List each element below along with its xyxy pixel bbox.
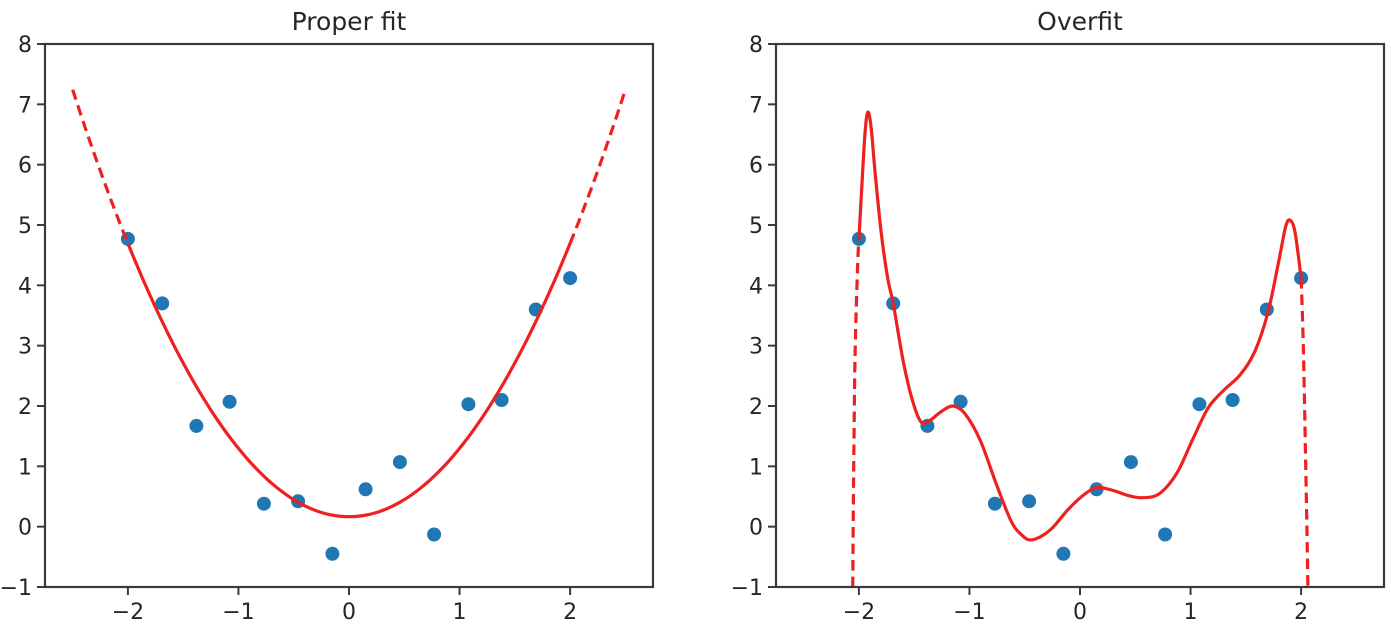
y-tick-label: 0: [749, 516, 763, 541]
y-tick-label: 6: [749, 154, 763, 179]
data-point: [1089, 482, 1104, 497]
y-tick-label: 4: [18, 274, 32, 299]
x-tick-label: 2: [1294, 600, 1308, 625]
data-point: [851, 231, 866, 246]
x-tick-label: 1: [453, 600, 467, 625]
x-tick-label: 2: [563, 600, 577, 625]
y-tick-label: 2: [749, 395, 763, 420]
fit-curve-group: [851, 110, 1310, 587]
y-tick-label: 1: [18, 455, 32, 480]
data-point: [256, 496, 271, 511]
x-tick-label: −1: [222, 600, 254, 625]
y-tick-label: 3: [18, 335, 32, 360]
fit-curve-dashed: [568, 88, 627, 244]
overfit-plot: Overfit −2 −1 0 1 2 −1 0 1 2 3 4 5 6 7 8: [731, 7, 1386, 625]
data-point: [987, 496, 1002, 511]
proper-fit-plot: Proper fit −2 −1 0 1 2 −1 0 1 2 3 4 5 6 7 8: [0, 7, 655, 625]
y-tick-label: −1: [0, 576, 32, 601]
data-point: [953, 394, 968, 409]
x-tick-label: 1: [1184, 600, 1198, 625]
data-point: [1192, 397, 1207, 412]
data-point: [222, 394, 237, 409]
data-point: [1225, 393, 1240, 407]
x-tick-label: 0: [342, 600, 356, 625]
y-tick-label: 1: [749, 455, 763, 480]
y-tick-label: 7: [749, 93, 763, 118]
data-point: [427, 527, 442, 542]
plot-title: Overfit: [1037, 7, 1123, 36]
plot-title: Proper fit: [292, 7, 407, 36]
x-tick-label: 0: [1073, 600, 1087, 625]
data-point: [1123, 455, 1138, 470]
data-point: [155, 296, 170, 311]
data-point: [325, 546, 340, 561]
y-tick-label: 0: [18, 516, 32, 541]
y-tick-label: 6: [18, 154, 32, 179]
data-point: [392, 455, 407, 470]
x-tick-label: −2: [843, 600, 875, 625]
fit-curve-solid: [857, 110, 1303, 542]
fit-curve-dashed: [851, 238, 861, 587]
fit-curve-dashed: [71, 89, 130, 244]
y-tick-label: 8: [749, 33, 763, 58]
data-point: [1022, 494, 1037, 509]
fit-curve-dashed: [1299, 278, 1310, 587]
y-tick-label: 3: [749, 335, 763, 360]
y-tick-label: 5: [18, 214, 32, 239]
axes-frame: [774, 42, 1386, 589]
axes-frame: [43, 42, 655, 589]
overfit-plot-content: −2 −1 0 1 2 −1 0 1 2 3 4 5 6 7 8: [731, 33, 1386, 625]
data-point: [563, 271, 578, 286]
data-point: [358, 482, 373, 497]
data-point: [461, 397, 476, 412]
y-tick-label: 2: [18, 395, 32, 420]
y-tick-label: 4: [749, 274, 763, 299]
data-point: [189, 418, 204, 433]
data-point: [494, 393, 509, 407]
y-tick-label: −1: [731, 576, 763, 601]
x-tick-label: −2: [112, 600, 144, 625]
y-tick-label: 7: [18, 93, 32, 118]
data-point: [1056, 546, 1071, 561]
data-point: [1158, 527, 1173, 542]
y-tick-label: 8: [18, 33, 32, 58]
fit-curve-solid: [126, 242, 572, 519]
fit-curve-group: [71, 88, 627, 519]
x-tick-label: −1: [953, 600, 985, 625]
proper-fit-plot-content: −2 −1 0 1 2 −1 0 1 2 3 4 5 6 7 8: [0, 33, 655, 625]
y-tick-label: 5: [749, 214, 763, 239]
